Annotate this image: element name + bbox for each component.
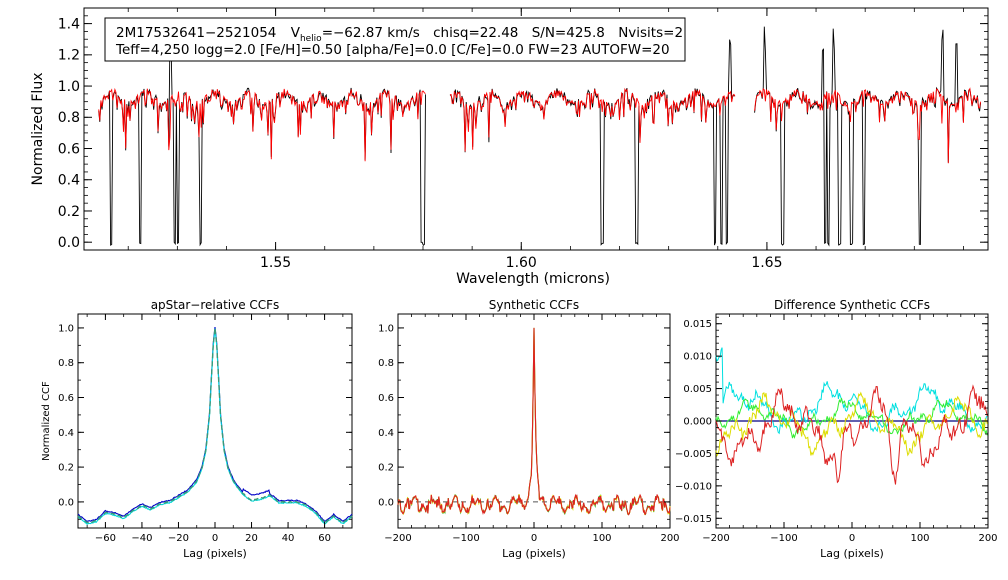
difference-ccf-ytick-label: −0.015 xyxy=(675,514,712,525)
spectrum-model-line xyxy=(754,87,982,164)
synthetic-ccf-ytick-label: 0.0 xyxy=(378,497,394,508)
difference-ccf-xtick-label: 100 xyxy=(910,533,929,544)
synthetic-ccf-ticks-group: −200 −100 0 100 200 0.0 0.2 0.4 0.6 0.8 1.0 xyxy=(378,314,680,544)
chisq-value: chisq=22.48 xyxy=(433,25,518,41)
apstar-ccf-xtick-label: 40 xyxy=(282,533,295,544)
apstar-ccf-axes-frame xyxy=(77,313,353,529)
spectrum-ytick-label: 0.8 xyxy=(58,110,80,126)
spectrum-ylabel: Normalized Flux xyxy=(30,73,46,186)
spectrum-annotation-line1: 2M17532641−2521054 Vhelio=−62.87 km/s ch… xyxy=(116,25,683,44)
apstar-ccf-ytick-label: 0.2 xyxy=(58,463,74,474)
spectrum-ytick-label: 0.6 xyxy=(58,141,80,157)
vhelio-value: =−62.87 km/s xyxy=(322,25,420,41)
synthetic-ccf-xtick-label: 200 xyxy=(660,533,679,544)
apstar-ccf-ytick-label: 0.8 xyxy=(58,358,74,369)
apstar-ccf-ylabel: Normalized CCF xyxy=(41,381,52,461)
spectrum-axes-frame xyxy=(83,7,989,251)
star-id: 2M17532641−2521054 xyxy=(116,25,276,41)
spectrum-ytick-label: 0.2 xyxy=(58,204,80,220)
difference-ccf-xlabel: Lag (pixels) xyxy=(820,547,884,560)
vhelio-subscript: helio xyxy=(300,34,322,44)
difference-ccf-ytick-label: 0.000 xyxy=(683,417,712,428)
spectrum-model-line xyxy=(98,87,426,162)
apstar-ccf-line-combined xyxy=(77,327,353,525)
apstar-ccf-xtick-label: −20 xyxy=(168,533,189,544)
apstar-ccf-ytick-label: 0.0 xyxy=(58,497,74,508)
apstar-ccf-line-visit-1 xyxy=(77,326,353,523)
spectrum-panel: 1.55 1.60 1.65 0.0 0.2 0.4 0.6 0.8 1.0 1.2 1.4 Wav… xyxy=(30,7,989,287)
apstar-ccf-xtick-label: −60 xyxy=(95,533,116,544)
spectrum-ticks-group: 1.55 1.60 1.65 0.0 0.2 0.4 0.6 0.8 1.0 1.2 1.4 xyxy=(58,8,988,271)
spectrum-ytick-label: 1.2 xyxy=(58,48,80,64)
synthetic-ccf-xtick-label: −200 xyxy=(384,533,411,544)
synthetic-ccf-xtick-label: 100 xyxy=(592,533,611,544)
spectrum-observed-line xyxy=(449,39,735,246)
apstar-ccf-xtick-label: −40 xyxy=(131,533,152,544)
synthetic-ccf-xlabel: Lag (pixels) xyxy=(502,547,566,560)
apstar-ccf-ticks-group: −60 −40 −20 0 20 40 60 0.0 0.2 0.4 0.6 0.8 1.0 xyxy=(58,314,352,544)
synthetic-ccf-ytick-label: 1.0 xyxy=(378,323,394,334)
synthetic-ccf-title: Synthetic CCFs xyxy=(489,298,579,312)
spectrum-xtick-label: 1.55 xyxy=(260,255,291,271)
nvisits-value: Nvisits=2 xyxy=(618,25,683,41)
synthetic-ccf-ytick-label: 0.6 xyxy=(378,393,394,404)
synthetic-ccf-series-group xyxy=(397,327,671,516)
vhelio-label: V xyxy=(291,25,301,41)
synthetic-ccf-ytick-label: 0.4 xyxy=(378,428,394,439)
apstar-ccf-xtick-label: 60 xyxy=(318,533,331,544)
apstar-ccf-line-visit-2 xyxy=(77,328,353,526)
sn-value: S/N=425.8 xyxy=(532,25,605,41)
synthetic-ccf-xtick-label: −100 xyxy=(452,533,479,544)
synthetic-ccf-line-combined xyxy=(397,327,671,516)
difference-ccf-panel: −200 −100 0 100 200 −0.015 −0.010 −0.005 0.000 0.… xyxy=(675,298,998,560)
synthetic-ccf-ytick-label: 0.2 xyxy=(378,463,394,474)
difference-ccf-line-red xyxy=(715,384,988,485)
difference-ccf-series-group xyxy=(715,347,988,485)
apstar-ccf-xtick-label: 20 xyxy=(245,533,258,544)
apstar-ccf-xlabel: Lag (pixels) xyxy=(183,547,247,560)
spectrum-model-line xyxy=(449,87,736,152)
spectrum-xlabel: Wavelength (microns) xyxy=(456,271,610,287)
spectrum-ytick-label: 1.0 xyxy=(58,79,80,95)
apstar-ccf-ytick-label: 0.6 xyxy=(58,393,74,404)
spectrum-ytick-label: 1.4 xyxy=(58,17,80,33)
apstar-ccf-ytick-label: 1.0 xyxy=(58,323,74,334)
spectrum-annotation-box xyxy=(104,17,686,62)
spectrum-annotation-line2: Teff=4,250 logg=2.0 [Fe/H]=0.50 [alpha/F… xyxy=(115,42,670,58)
difference-ccf-xtick-label: 0 xyxy=(849,533,855,544)
difference-ccf-line-green xyxy=(715,397,988,439)
apstar-ccf-ytick-label: 0.4 xyxy=(58,428,74,439)
apstar-ccf-panel: −60 −40 −20 0 20 40 60 0.0 0.2 0.4 0.6 0.8 1.0 apSta… xyxy=(41,298,353,560)
difference-ccf-xtick-label: −200 xyxy=(702,533,729,544)
apstar-ccf-title: apStar−relative CCFs xyxy=(151,298,280,312)
difference-ccf-ytick-label: −0.010 xyxy=(675,481,712,492)
difference-ccf-ytick-label: 0.005 xyxy=(683,384,712,395)
apstar-ccf-xtick-label: 0 xyxy=(212,533,218,544)
spectrum-observed-line xyxy=(98,39,426,247)
difference-ccf-xtick-label: 200 xyxy=(978,533,997,544)
spectrum-xtick-label: 1.60 xyxy=(506,255,537,271)
difference-ccf-xtick-label: −100 xyxy=(770,533,797,544)
spectrum-observed-line xyxy=(754,26,982,247)
difference-ccf-ytick-label: −0.005 xyxy=(675,449,712,460)
spectrum-ytick-label: 0.0 xyxy=(58,235,80,251)
synthetic-ccf-xtick-label: 0 xyxy=(531,533,537,544)
difference-ccf-ticks-group: −200 −100 0 100 200 −0.015 −0.010 −0.005 0.000 0.… xyxy=(675,314,998,544)
spectrum-series-group xyxy=(98,26,982,247)
spectrum-xtick-label: 1.65 xyxy=(751,255,782,271)
synthetic-ccf-ytick-label: 0.8 xyxy=(378,358,394,369)
difference-ccf-title: Difference Synthetic CCFs xyxy=(774,298,930,312)
apstar-ccf-series-group xyxy=(77,326,353,526)
spectrum-ytick-label: 0.4 xyxy=(58,173,80,189)
difference-ccf-ytick-label: 0.015 xyxy=(683,319,712,330)
synthetic-ccf-panel: −200 −100 0 100 200 0.0 0.2 0.4 0.6 0.8 1.0 Synthe… xyxy=(378,298,679,560)
difference-ccf-ytick-label: 0.010 xyxy=(683,352,712,363)
